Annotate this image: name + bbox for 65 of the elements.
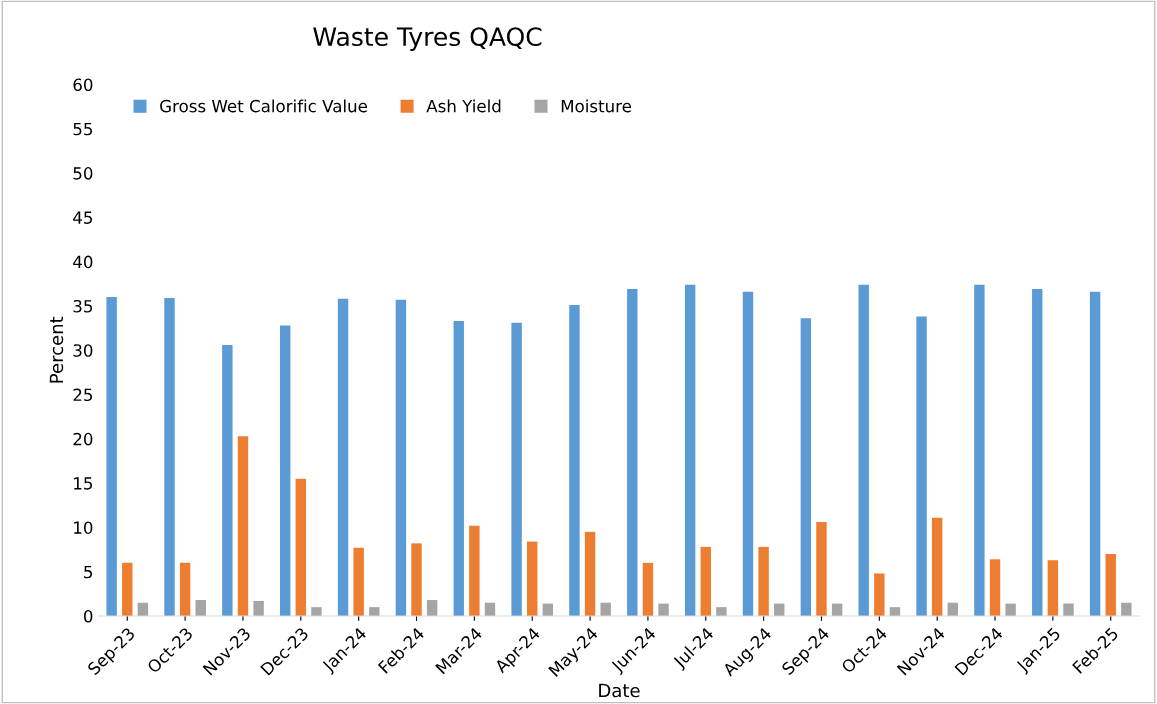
legend-label: Moisture	[561, 99, 632, 113]
bar	[222, 344, 233, 616]
bar	[1105, 553, 1116, 616]
y-tick-label: 50	[73, 167, 93, 180]
bar	[800, 318, 812, 616]
y-axis-title: Percent	[49, 316, 64, 383]
bar	[295, 478, 307, 616]
bar	[527, 541, 538, 616]
bar	[584, 531, 596, 616]
bar	[511, 322, 522, 616]
bar	[1047, 560, 1059, 616]
bar	[237, 436, 249, 616]
chart-title: Waste Tyres QAQC	[313, 27, 542, 51]
bar	[627, 289, 638, 616]
legend-label: Ash Yield	[426, 99, 501, 113]
y-tick-label: 5	[84, 565, 93, 579]
y-tick-label: 10	[74, 521, 93, 534]
bar	[1089, 291, 1101, 616]
bar	[916, 316, 927, 616]
bar	[642, 562, 654, 616]
y-tick-label: 35	[73, 299, 93, 313]
y-tick-label: 0	[83, 609, 93, 623]
bar	[311, 607, 322, 616]
bar	[816, 522, 827, 616]
legend-label: Gross Wet Calorific Value	[160, 99, 368, 113]
bar	[931, 517, 943, 616]
y-tick-label: 30	[73, 344, 93, 357]
bar	[164, 297, 175, 616]
bar	[337, 298, 349, 616]
bar	[974, 284, 985, 616]
y-tick-label: 55	[73, 122, 93, 136]
bar	[874, 573, 885, 616]
bar	[1005, 603, 1016, 616]
bar	[179, 562, 191, 616]
bar	[684, 284, 696, 616]
bar	[195, 600, 206, 616]
bar	[700, 546, 711, 616]
bar	[758, 546, 769, 616]
bar	[453, 321, 464, 616]
y-tick-label: 45	[73, 211, 93, 224]
bar	[353, 547, 364, 616]
bar	[1032, 289, 1043, 616]
bar	[426, 600, 438, 616]
y-tick-label: 20	[73, 432, 93, 446]
y-tick-label: 60	[73, 78, 93, 92]
bar	[279, 325, 291, 616]
bar	[658, 603, 669, 616]
bar	[600, 602, 611, 616]
x-axis-title: Date	[599, 683, 640, 698]
bar	[716, 607, 727, 616]
bar	[1121, 602, 1132, 616]
bar	[989, 559, 1001, 616]
bar	[569, 305, 580, 616]
bar	[411, 543, 422, 616]
bar	[742, 291, 754, 616]
bar	[253, 600, 264, 616]
y-tick-label: 25	[73, 388, 93, 402]
bar	[858, 284, 869, 616]
bar	[469, 525, 480, 616]
y-tick-label: 40	[73, 255, 93, 269]
y-tick-label: 15	[74, 477, 93, 490]
bar	[122, 562, 133, 616]
bar	[106, 297, 117, 616]
bar	[395, 299, 407, 616]
bar	[1063, 603, 1074, 616]
